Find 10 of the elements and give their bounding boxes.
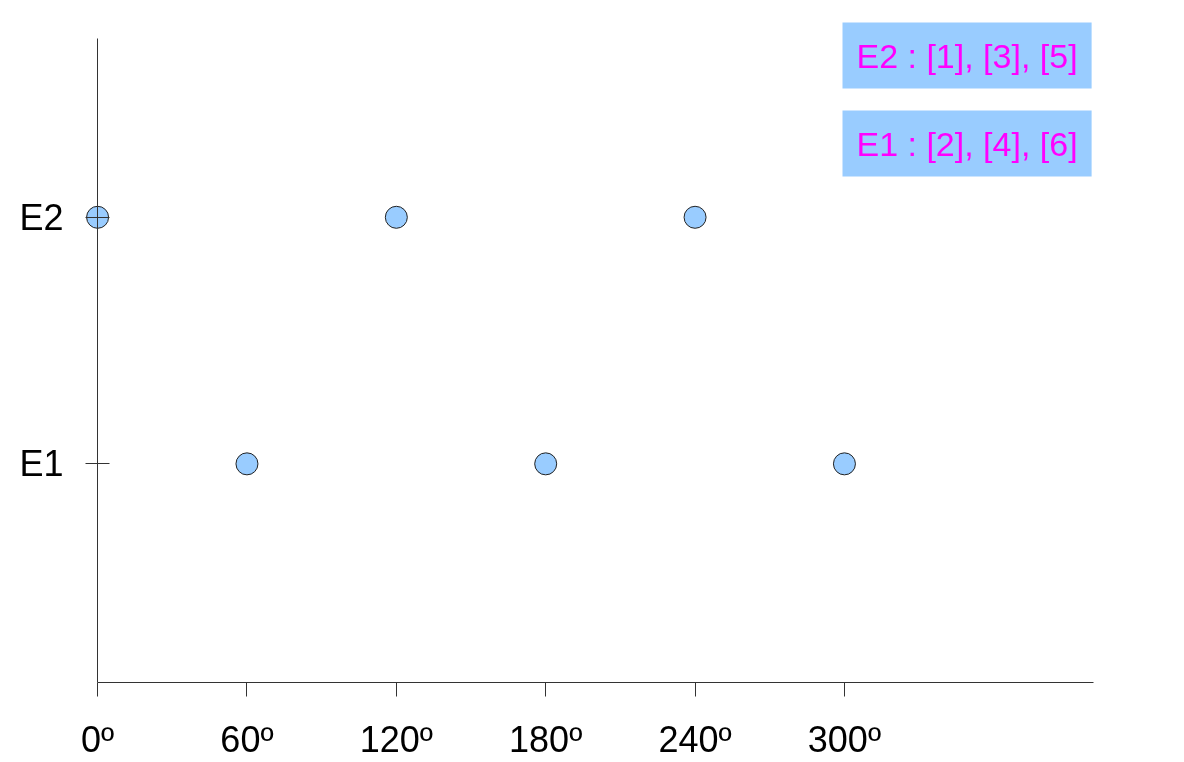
text: E2 — [19, 196, 64, 238]
text: E2 : [1], [3], [5] — [856, 36, 1078, 75]
text: E1 : [2], [4], [6] — [856, 124, 1078, 163]
x-tick-label: 120º — [359, 718, 433, 760]
text: E1 — [19, 443, 64, 485]
x-tick-label: 300º — [807, 718, 882, 760]
x-tick-label: 60º — [220, 718, 274, 760]
x-tick-label: 0º — [81, 718, 115, 760]
x-tick-label: 180º — [509, 718, 583, 760]
x-tick-label: 240º — [658, 718, 732, 760]
